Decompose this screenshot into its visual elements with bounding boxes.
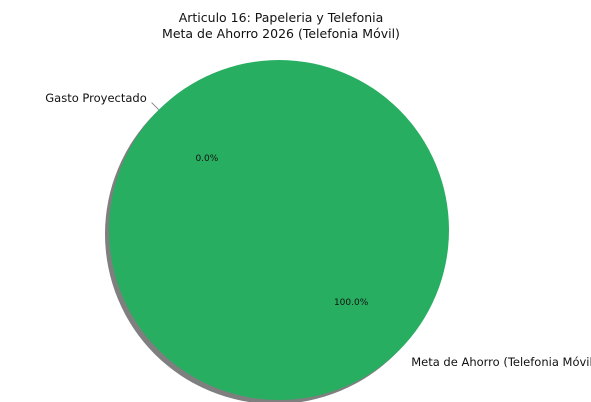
slice-label-gasto-proyectado: Gasto Proyectado	[45, 91, 147, 105]
chart-title: Articulo 16: Papeleria y Telefonia	[179, 10, 384, 25]
pie-slice-meta-de-ahorro-telefonia-m-vil	[109, 60, 449, 400]
pct-label-meta-de-ahorro-telefonia-m-vil: 100.0%	[334, 298, 369, 308]
leader-line-gasto-proyectado	[151, 102, 160, 111]
slice-label-meta-de-ahorro-telefonia-m-vil: Meta de Ahorro (Telefonia Móvil)	[411, 355, 591, 369]
chart-subtitle: Meta de Ahorro 2026 (Telefonia Móvil)	[162, 26, 400, 41]
pct-label-gasto-proyectado: 0.0%	[195, 154, 218, 164]
